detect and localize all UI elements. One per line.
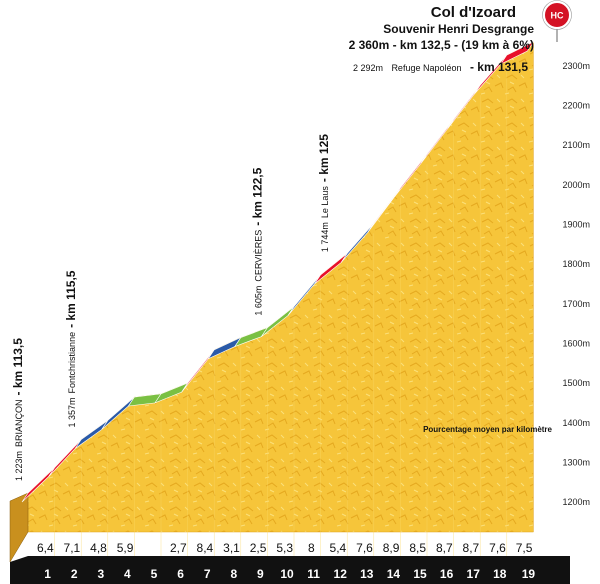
gradient-label: 8,9	[383, 541, 400, 555]
svg-text:1 744mLe Laus- km 125: 1 744m Le Laus - km 125	[317, 134, 331, 252]
location-label: 1 744m Le Laus - km 125	[317, 134, 331, 252]
location-label: 1 357m Fontchristianne - km 115,5	[64, 270, 78, 427]
refuge-label: 2 292m Refuge Napoléon - km 131,5	[353, 58, 528, 75]
svg-text:1 605mCERVIÈRES- km 122,5: 1 605m CERVIÈRES - km 122,5	[250, 167, 264, 315]
km-baseband	[10, 556, 570, 584]
location-altitude: 1 744m	[320, 222, 330, 252]
km-marker: 1	[44, 567, 51, 581]
gradient-label: 7,5	[516, 541, 533, 555]
y-tick-label: 1900m	[562, 219, 590, 229]
km-marker: 9	[257, 567, 264, 581]
y-tick-label: 2100m	[562, 140, 590, 150]
y-tick-label: 1700m	[562, 299, 590, 309]
km-marker: 2	[71, 567, 78, 581]
y-tick-label: 2000m	[562, 180, 590, 190]
km-marker: 19	[522, 567, 536, 581]
gradient-label: 8	[308, 541, 315, 555]
gradient-label: 5,3	[276, 541, 293, 555]
km-markers: 1 2 3 4 5 6 7 8 9 10 11 12 13 14 15 16 17 18 19	[44, 567, 535, 581]
y-tick-label: 1300m	[562, 457, 590, 467]
location-labels: 1 223m BRIANÇON - km 113,5 1 357m Fontchrist…	[11, 134, 331, 481]
gradient-label: 8,7	[463, 541, 480, 555]
km-marker: 17	[467, 567, 481, 581]
km-marker: 13	[360, 567, 374, 581]
legend-note: Pourcentage moyen par kilomètre	[423, 425, 552, 434]
gradient-label: 4,8	[90, 541, 107, 555]
gradient-label: 8,4	[197, 541, 214, 555]
hc-badge: HC	[542, 0, 572, 42]
location-km: - km 122,5	[250, 167, 264, 225]
y-axis-ticks: 1200m 1300m 1400m 1500m 1600m 1700m 1800m 1900m…	[562, 61, 590, 507]
gradient-label: 8,5	[409, 541, 426, 555]
gradient-label: 6,4	[37, 541, 54, 555]
location-km: - km 115,5	[64, 270, 78, 328]
location-km: - km 125	[317, 134, 331, 182]
location-altitude: 1 223m	[14, 451, 24, 481]
location-name: BRIANÇON	[14, 399, 24, 447]
y-tick-label: 2300m	[562, 61, 590, 71]
km-marker: 12	[334, 567, 348, 581]
km-marker: 15	[413, 567, 427, 581]
profile-base-front	[9, 492, 29, 563]
location-altitude: 1 357m	[67, 397, 77, 427]
gradient-segment	[499, 41, 535, 65]
y-tick-label: 1500m	[562, 378, 590, 388]
location-label: 1 605m CERVIÈRES - km 122,5	[250, 167, 264, 315]
location-name: CERVIÈRES	[253, 230, 263, 282]
location-altitude: 1 605m	[253, 286, 263, 316]
km-marker: 3	[97, 567, 104, 581]
km-marker: 6	[177, 567, 184, 581]
km-marker: 14	[387, 567, 401, 581]
location-label: 1 223m BRIANÇON - km 113,5	[11, 338, 25, 481]
gradient-label: 3,1	[223, 541, 240, 555]
location-km: - km 113,5	[11, 338, 25, 396]
km-marker: 8	[230, 567, 237, 581]
gradient-label: 5,9	[117, 541, 134, 555]
chart-title: Col d'Izoard	[431, 4, 516, 21]
gradient-label: 7,6	[489, 541, 506, 555]
summit-label: 2 360m - km 132,5 - (19 km à 6%)	[349, 38, 534, 52]
gradient-label: 7,1	[64, 541, 81, 555]
location-name: Le Laus	[320, 186, 330, 219]
km-marker: 16	[440, 567, 454, 581]
km-marker: 11	[307, 567, 320, 581]
svg-text:1 223mBRIANÇON- km 113,5: 1 223m BRIANÇON - km 113,5	[11, 338, 25, 481]
refuge-km: - km 131,5	[470, 60, 528, 74]
km-marker: 18	[493, 567, 507, 581]
y-tick-label: 2200m	[562, 100, 590, 110]
gradient-label: 8,7	[436, 541, 453, 555]
svg-text:2 292m Refuge Napoléon: 2 292m Refuge Napoléon - km 131,5	[353, 58, 528, 75]
refuge-name: Refuge Napoléon	[391, 63, 461, 73]
y-tick-label: 1600m	[562, 338, 590, 348]
gradient-label: 2,5	[250, 541, 267, 555]
km-marker: 7	[204, 567, 211, 581]
y-tick-label: 1800m	[562, 259, 590, 269]
gradient-label: 5,4	[330, 541, 347, 555]
svg-text:1 357mFontchristianne- km 115,: 1 357m Fontchristianne - km 115,5	[64, 270, 78, 427]
km-marker: 5	[151, 567, 158, 581]
km-marker: 10	[280, 567, 294, 581]
y-tick-label: 1400m	[562, 418, 590, 428]
km-dividers	[54, 65, 508, 556]
km-marker: 4	[124, 567, 131, 581]
location-name: Fontchristianne	[67, 332, 77, 394]
gradient-labels: 6,4 7,1 4,8 5,9 2,7 8,4 3,1 2,5 5,3 8 5,4 7,6 8,9 8,5…	[37, 541, 533, 555]
gradient-segments	[21, 41, 535, 503]
gradient-label: 2,7	[170, 541, 187, 555]
gradient-label: 7,6	[356, 541, 373, 555]
refuge-altitude: 2 292m	[353, 63, 383, 73]
chart-subtitle: Souvenir Henri Desgrange	[383, 22, 534, 36]
category-badge-text: HC	[551, 11, 564, 21]
y-tick-label: 1200m	[562, 497, 590, 507]
